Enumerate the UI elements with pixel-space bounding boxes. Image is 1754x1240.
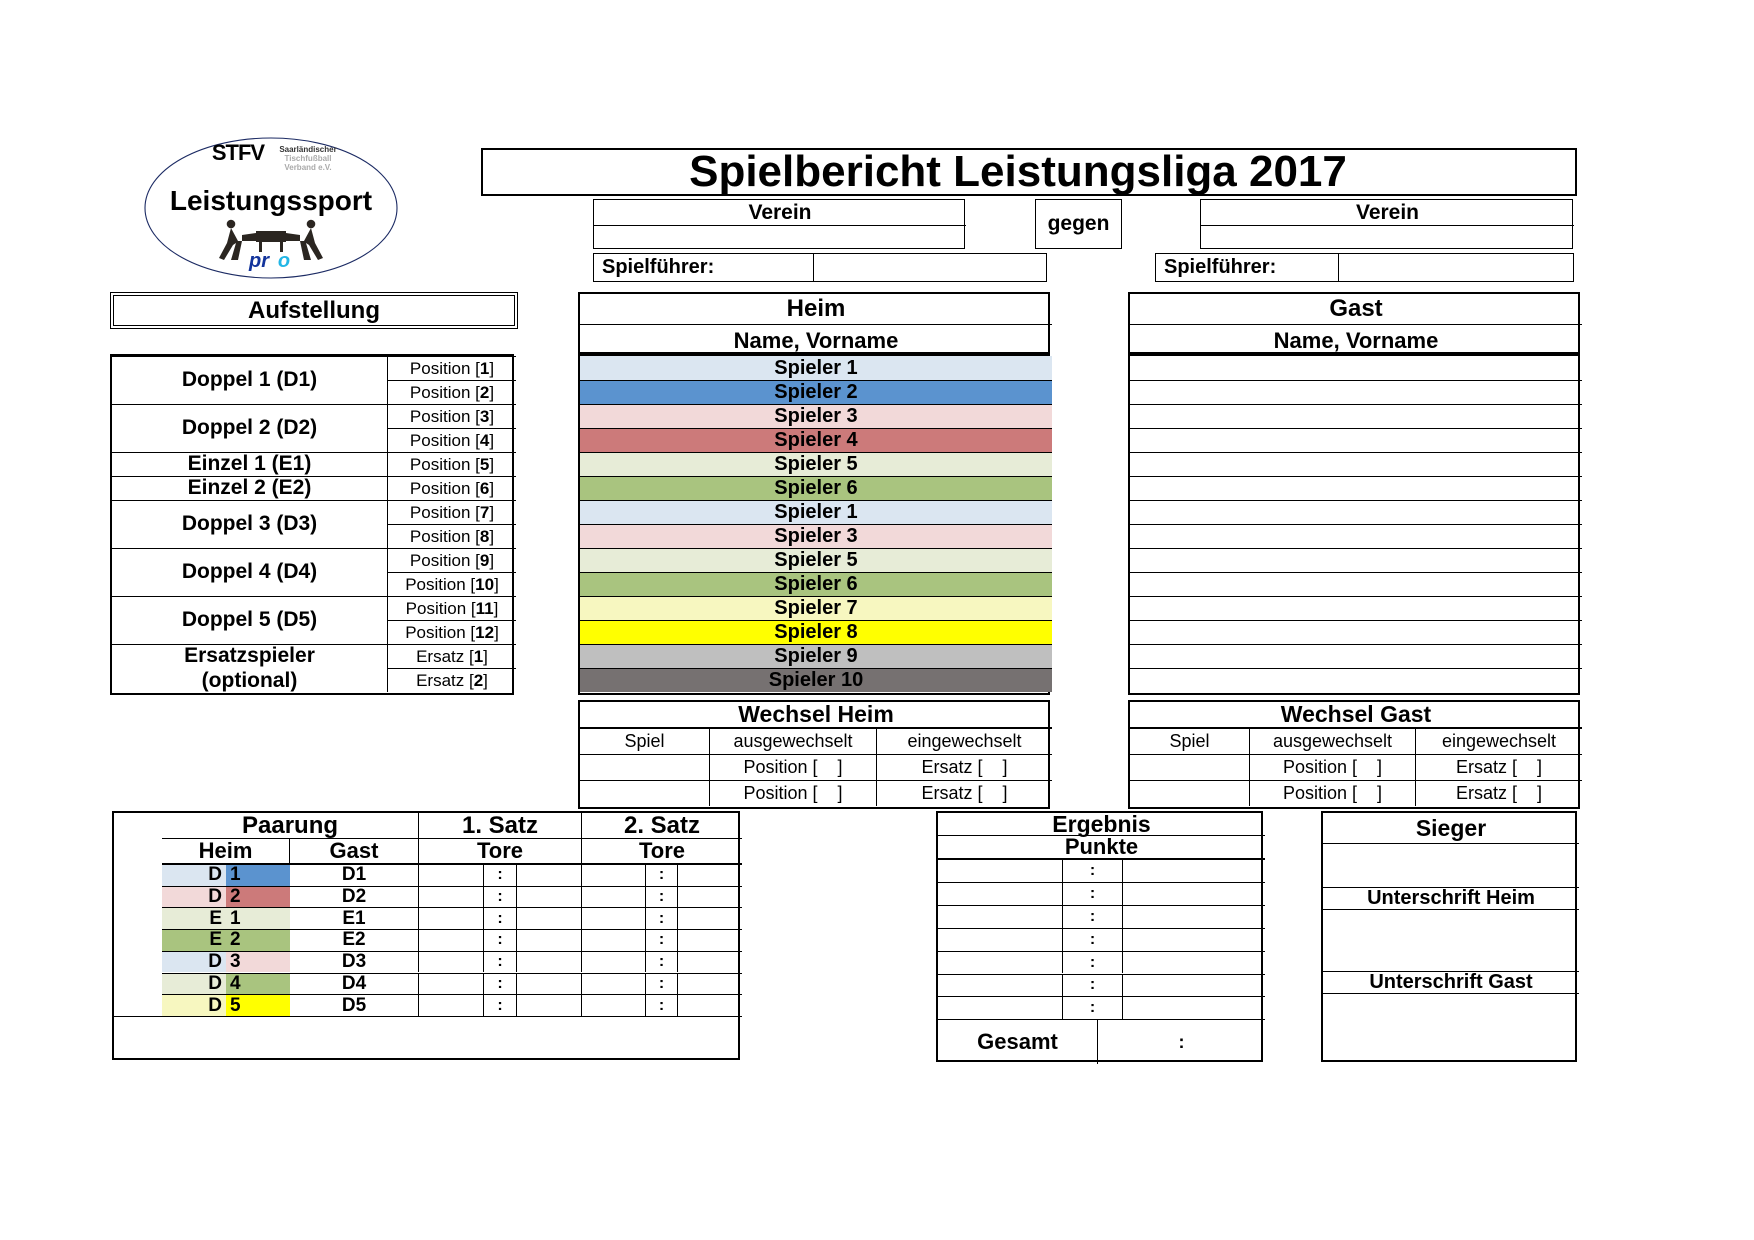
svg-text:pr: pr [248, 250, 270, 272]
svg-text:STFV: STFV [212, 140, 266, 165]
svg-text:Leistungssport: Leistungssport [170, 185, 372, 216]
svg-text:Verband e.V.: Verband e.V. [284, 163, 331, 172]
svg-text:o: o [278, 250, 290, 272]
svg-text:Saarländischer: Saarländischer [279, 145, 336, 154]
svg-text:Tischfußball: Tischfußball [285, 154, 332, 163]
